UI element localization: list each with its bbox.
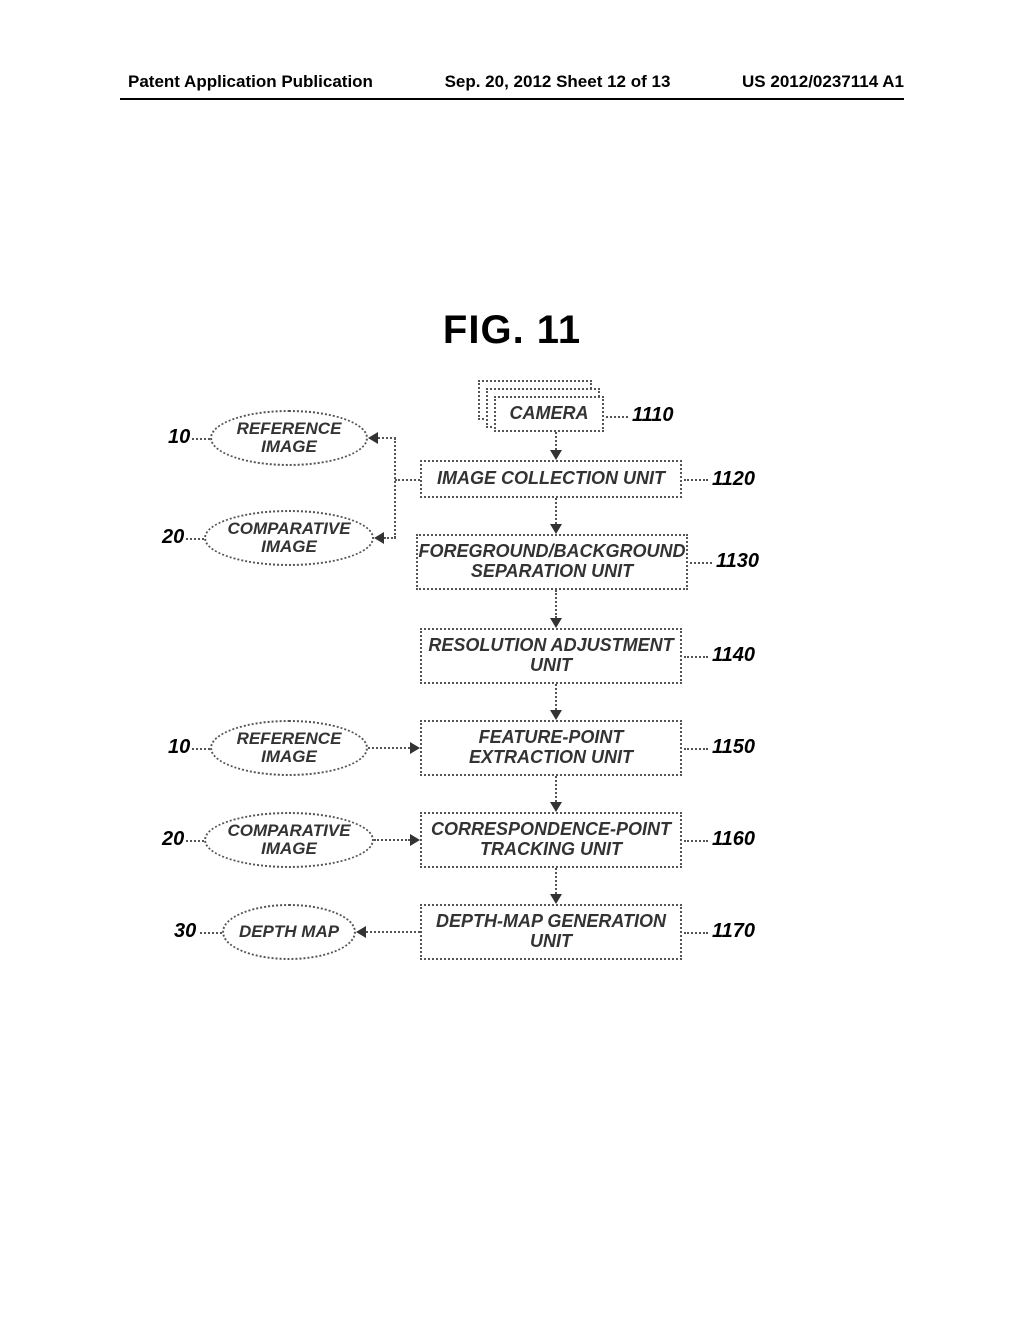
node-cmpimg1-label: COMPARATIVE IMAGE [208,520,370,556]
header-left: Patent Application Publication [128,72,373,92]
ref-depthmap: 30 [174,920,196,943]
lead-cmpimg1 [186,538,204,540]
arrow-branch-cmpimg1 [374,532,396,544]
node-camera-stack: CAMERA [478,380,618,432]
page-header: Patent Application Publication Sep. 20, … [0,72,1024,92]
node-fgbg: FOREGROUND/BACKGROUND SEPARATION UNIT [416,534,688,590]
node-cmpimg1: COMPARATIVE IMAGE [204,510,374,566]
ref-refimg1: 10 [168,426,190,449]
node-camera-label: CAMERA [510,404,589,424]
arrow-feat-corr [550,776,562,812]
node-depthmap-label: DEPTH MAP [239,923,339,941]
ref-res: 1140 [712,644,755,667]
ref-depth: 1170 [712,920,755,943]
page: Patent Application Publication Sep. 20, … [0,0,1024,1320]
lead-corr [684,840,708,842]
ref-cmpimg2: 20 [162,828,184,851]
lead-depthmap [200,932,222,934]
arrow-refimg2-feat [368,742,420,754]
arrow-collect-fgbg [550,498,562,534]
lead-refimg1 [192,438,210,440]
arrow-branch-refimg1 [368,432,396,444]
header-center: Sep. 20, 2012 Sheet 12 of 13 [445,72,671,92]
node-depthmap: DEPTH MAP [222,904,356,960]
ref-cmpimg1: 20 [162,526,184,549]
lead-fgbg [690,562,712,564]
node-corr-label: CORRESPONDENCE-POINT TRACKING UNIT [426,820,676,860]
lead-res [684,656,708,658]
ref-collect: 1120 [712,468,755,491]
ref-feat: 1150 [712,736,755,759]
node-collect: IMAGE COLLECTION UNIT [420,460,682,498]
node-res: RESOLUTION ADJUSTMENT UNIT [420,628,682,684]
header-right: US 2012/0237114 A1 [742,72,904,92]
ref-refimg2: 10 [168,736,190,759]
node-camera: CAMERA [494,396,604,432]
node-cmpimg2: COMPARATIVE IMAGE [204,812,374,868]
header-rule [120,98,904,100]
node-refimg1: REFERENCE IMAGE [210,410,368,466]
node-res-label: RESOLUTION ADJUSTMENT UNIT [426,636,676,676]
node-refimg1-label: REFERENCE IMAGE [214,420,364,456]
arrow-cmpimg2-corr [374,834,420,846]
arrow-fgbg-res [550,590,562,628]
node-corr: CORRESPONDENCE-POINT TRACKING UNIT [420,812,682,868]
node-feat-label: FEATURE-POINT EXTRACTION UNIT [426,728,676,768]
node-fgbg-label: FOREGROUND/BACKGROUND SEPARATION UNIT [419,542,686,582]
lead-camera [606,416,628,418]
ref-fgbg: 1130 [716,550,759,573]
branch-stub [395,479,420,481]
arrow-res-feat [550,684,562,720]
flowchart: CAMERA 1110 IMAGE COLLECTION UNIT 1120 F… [0,380,1024,1080]
node-collect-label: IMAGE COLLECTION UNIT [437,469,665,489]
ref-camera: 1110 [632,404,674,427]
lead-refimg2 [192,748,210,750]
figure-title: FIG. 11 [0,308,1024,353]
ref-corr: 1160 [712,828,755,851]
lead-cmpimg2 [186,840,204,842]
node-depth: DEPTH-MAP GENERATION UNIT [420,904,682,960]
lead-feat [684,748,708,750]
lead-depth [684,932,708,934]
node-depth-label: DEPTH-MAP GENERATION UNIT [426,912,676,952]
arrow-depth-depthmap [356,926,420,938]
node-cmpimg2-label: COMPARATIVE IMAGE [208,822,370,858]
branch-trunk [394,438,396,538]
arrow-corr-depth [550,868,562,904]
node-refimg2: REFERENCE IMAGE [210,720,368,776]
node-refimg2-label: REFERENCE IMAGE [214,730,364,766]
node-feat: FEATURE-POINT EXTRACTION UNIT [420,720,682,776]
arrow-camera-collect [550,432,562,460]
lead-collect [684,479,708,481]
